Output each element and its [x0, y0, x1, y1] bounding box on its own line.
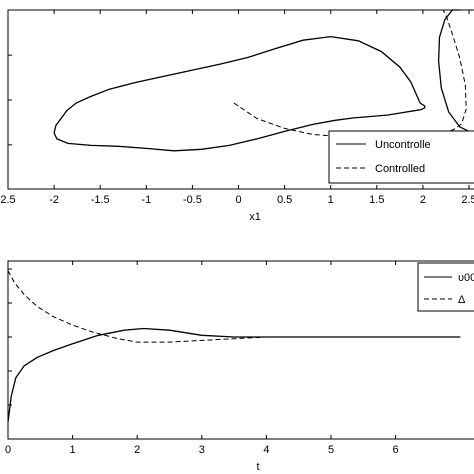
- legend-upsilon-label: υ00: [458, 272, 474, 284]
- x-tick-label: 1.5: [369, 194, 384, 206]
- x-tick-label: 1: [70, 444, 76, 456]
- legend-uncontrolled-label: Uncontrolle: [375, 139, 431, 151]
- bottom-x-ticks: 0 1 2 3 4 5 6: [5, 261, 399, 456]
- x-tick-label: -1: [141, 194, 151, 206]
- top-plot: 2.5 -2 -1.5 -1 -0.5 0 0.5 1 1.5 2 2.5 x1 Uncontrol…: [0, 9, 474, 223]
- x-tick-label: -2: [49, 194, 59, 206]
- series-line-1: [7, 270, 461, 343]
- bottom-plot: 0 1 2 3 4 5 6 t υ00 Δ: [5, 260, 474, 473]
- top-x-axis-label: x1: [249, 211, 261, 223]
- x-tick-label: 0.5: [277, 194, 292, 206]
- x-tick-label: 2: [134, 444, 140, 456]
- x-tick-label: 6: [393, 444, 399, 456]
- bottom-legend: υ00 Δ: [417, 262, 474, 312]
- x-tick-label: -0.5: [183, 194, 202, 206]
- top-x-ticks: 2.5 -2 -1.5 -1 -0.5 0 0.5 1 1.5 2 2.5: [0, 10, 474, 206]
- x-tick-label: 0: [5, 444, 11, 456]
- bottom-series: [7, 270, 461, 423]
- x-tick-label: 2.5: [0, 194, 15, 206]
- x-tick-label: 5: [328, 444, 334, 456]
- bottom-x-axis-label: t: [256, 461, 259, 473]
- series-line-2: [437, 9, 470, 132]
- x-tick-label: 2: [420, 194, 426, 206]
- top-legend: Uncontrolle Controlled: [328, 130, 474, 184]
- x-tick-label: -1.5: [91, 194, 110, 206]
- x-tick-label: 3: [199, 444, 205, 456]
- series-line-0: [53, 35, 426, 152]
- x-tick-label: 4: [263, 444, 269, 456]
- bottom-plot-frame: [7, 260, 474, 440]
- legend-delta-label: Δ: [458, 294, 466, 306]
- series-line-1: [233, 9, 467, 138]
- top-legend-box: [328, 130, 474, 184]
- top-series: [53, 9, 470, 152]
- x-tick-label: 0: [235, 194, 241, 206]
- series-line-0: [7, 327, 461, 423]
- legend-controlled-label: Controlled: [375, 163, 425, 175]
- x-tick-label: 2.5: [461, 194, 474, 206]
- bottom-legend-box: [417, 262, 474, 312]
- x-tick-label: 1: [328, 194, 334, 206]
